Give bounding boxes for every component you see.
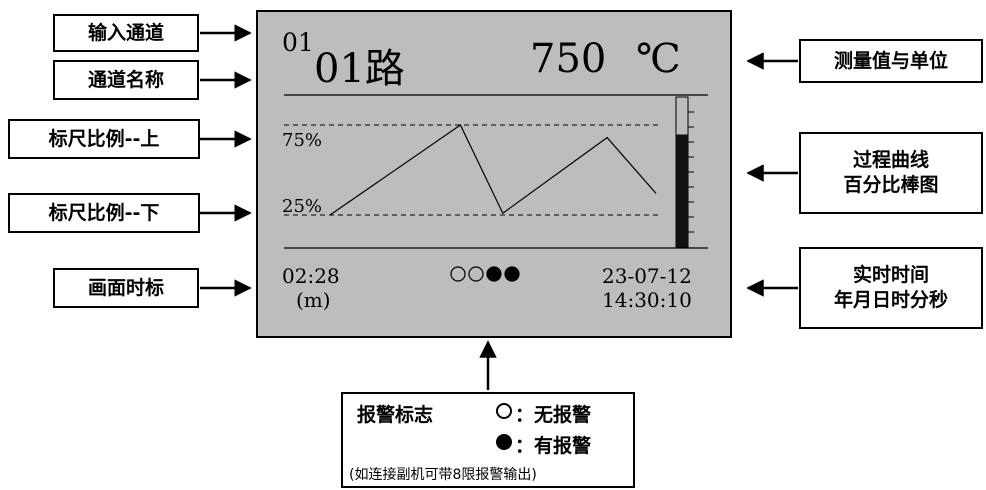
alarm-legend-note: (如连接副机可带8限报警输出) (349, 467, 537, 483)
empty-circle-icon (496, 403, 512, 419)
bar-graph-ticks (688, 111, 694, 233)
scale-lower-value: 25% (282, 196, 323, 217)
label-screen-time-scale: 画面时标 (53, 268, 199, 308)
time-value: 14:30:10 (602, 288, 692, 312)
alarm-on-indicator (486, 266, 502, 282)
label-scale-upper: 标尺比例--上 (8, 119, 200, 159)
date-value: 23-07-12 (602, 264, 692, 288)
alarm-off-indicator (450, 266, 466, 282)
measurement-unit: ℃ (636, 36, 681, 82)
alarm-legend-title: 报警标志 (357, 404, 434, 426)
alarm-indicators (450, 266, 520, 282)
measurement-value: 750 (530, 36, 607, 82)
time-scale-unit: (m) (296, 288, 331, 312)
scale-upper-value: 75% (282, 130, 323, 151)
label-input-channel: 输入通道 (53, 14, 199, 52)
alarm-label: ：有报警 (515, 435, 592, 457)
time-scale-value: 02:28 (282, 264, 340, 288)
alarm-on-indicator (504, 266, 520, 282)
channel-number: 01 (282, 28, 314, 57)
label-measurement-unit: 测量值与单位 (799, 39, 983, 83)
filled-circle-icon (496, 434, 512, 450)
alarm-legend: 报警标志 ：无报警 ：有报警 (如连接副机可带8限报警输出) (341, 392, 635, 488)
channel-name: 01路 (314, 46, 405, 92)
label-channel-name: 通道名称 (53, 60, 199, 100)
alarm-off-indicator (468, 266, 484, 282)
trend-curve (329, 124, 657, 216)
label-scale-lower: 标尺比例--下 (8, 193, 200, 233)
label-process-curve: 过程曲线 百分比棒图 (799, 132, 983, 214)
lcd-screen: 01 01路 750 ℃ 75% 25% 02:28 (m) 23-07-12 … (256, 10, 732, 338)
no-alarm-label: ：无报警 (515, 404, 592, 426)
label-realtime: 实时时间 年月日时分秒 (799, 247, 983, 329)
bar-graph-fill (676, 134, 688, 247)
